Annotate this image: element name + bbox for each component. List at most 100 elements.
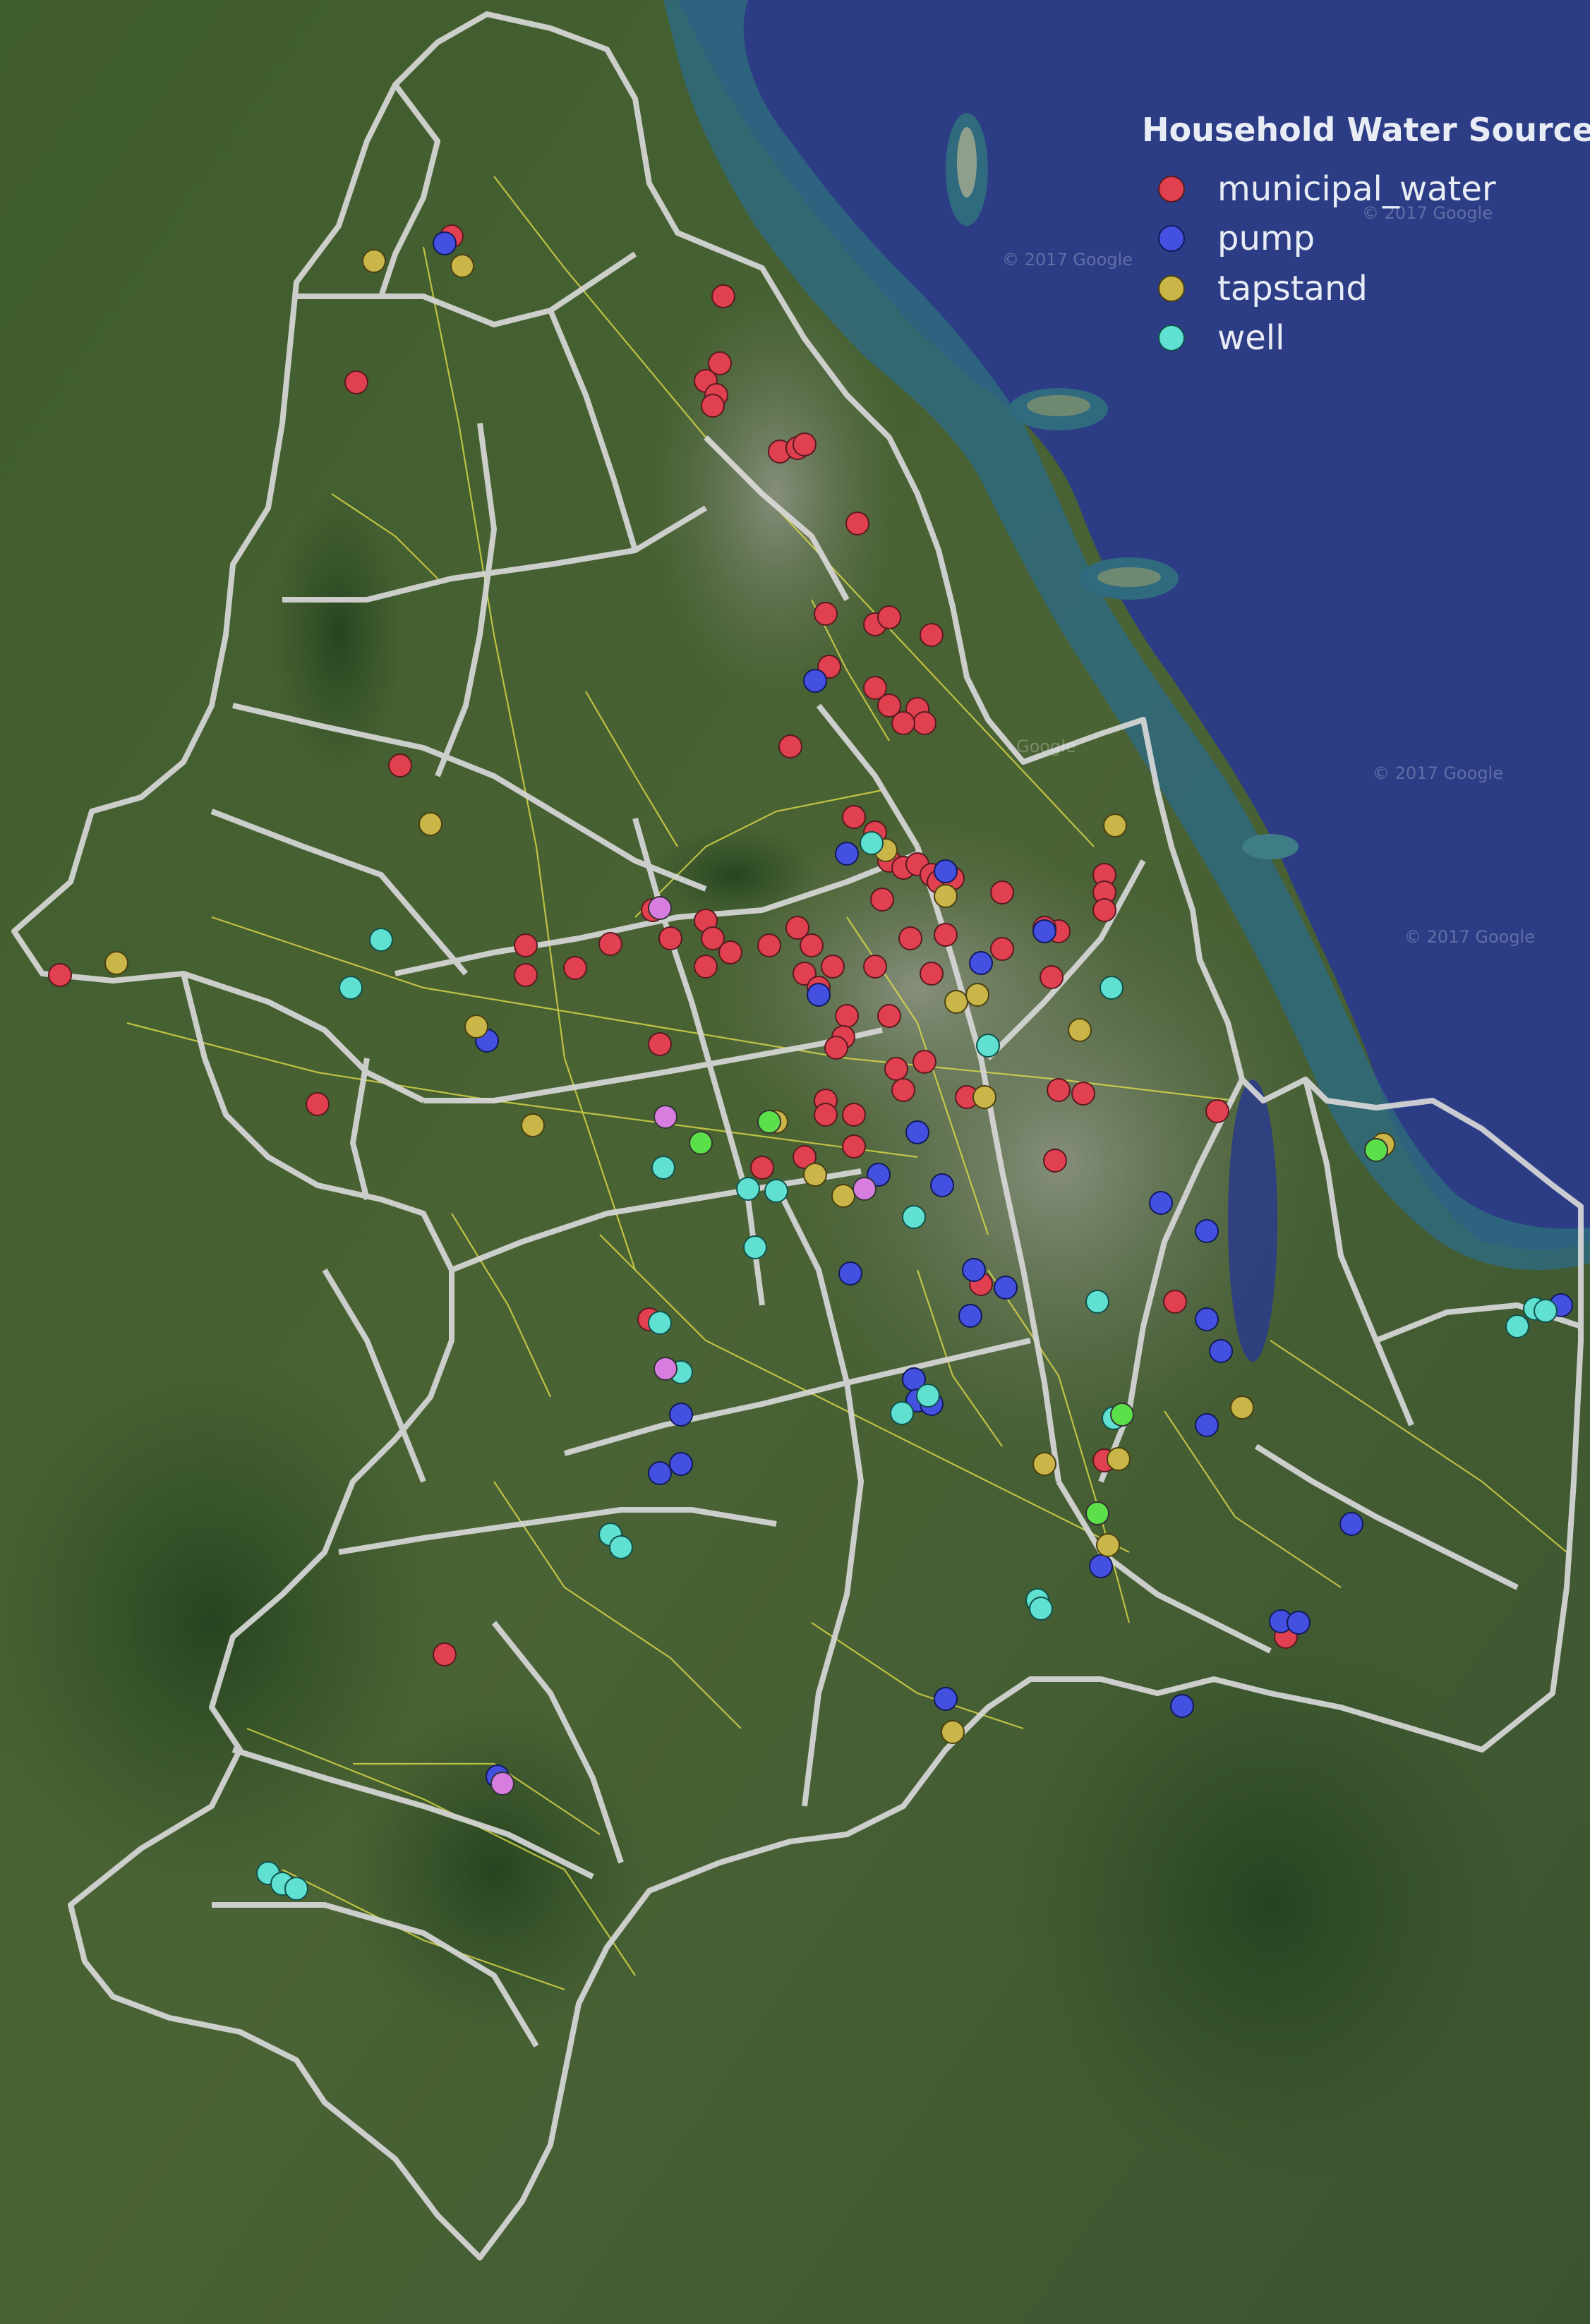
legend-label: well	[1217, 318, 1284, 358]
pump-point	[669, 1403, 693, 1427]
municipal-water-point	[920, 962, 944, 986]
tapstand-point	[464, 1015, 488, 1039]
municipal-water-point	[48, 963, 72, 987]
legend-title: Household Water Source	[1142, 111, 1590, 149]
tapstand-point	[941, 1720, 965, 1744]
forest-area	[0, 1355, 438, 1891]
well-point	[976, 1034, 1000, 1058]
island	[957, 127, 977, 198]
shallow-water	[663, 0, 1590, 1270]
municipal-water-point	[1092, 898, 1116, 922]
legend-marker	[1158, 275, 1185, 302]
municipal-water-point	[757, 933, 781, 957]
pump-point	[1170, 1694, 1194, 1718]
forest-area	[339, 1700, 649, 2039]
green-point	[757, 1110, 781, 1134]
urban-area	[649, 282, 903, 706]
municipal-water-point	[793, 1145, 817, 1169]
municipal-water-point	[1040, 965, 1064, 989]
legend-item-municipal-water[interactable]: municipal_water	[1158, 169, 1496, 209]
pump-point	[433, 231, 457, 255]
municipal-water-point	[821, 955, 845, 979]
municipal-water-point	[711, 284, 735, 308]
municipal-water-point	[1163, 1290, 1187, 1314]
river-estuary	[1228, 1079, 1277, 1362]
tapstand-point	[1230, 1396, 1254, 1420]
urban-area	[706, 818, 1129, 1157]
legend-item-pump[interactable]: pump	[1158, 219, 1315, 258]
municipal-water-point	[793, 432, 817, 456]
pump-point	[934, 859, 958, 883]
island	[1097, 567, 1161, 587]
municipal-water-point	[750, 1156, 774, 1180]
municipal-water-point	[934, 923, 958, 947]
tapstand-point	[1096, 1533, 1120, 1557]
municipal-water-point	[920, 623, 944, 647]
municipal-water-point	[913, 1050, 936, 1074]
violet-point	[654, 1357, 677, 1381]
pump-point	[669, 1452, 693, 1476]
tapstand-point	[521, 1113, 545, 1137]
well-point	[1505, 1314, 1529, 1338]
watermark: © 2017 Google	[1373, 763, 1503, 783]
pump-point	[1287, 1611, 1311, 1635]
pump-point	[994, 1276, 1018, 1300]
pump-point	[1195, 1307, 1219, 1331]
municipal-water-point	[1071, 1082, 1095, 1106]
well-point	[369, 928, 393, 952]
municipal-water-point	[863, 955, 887, 979]
tapstand-point	[1107, 1447, 1131, 1471]
watermark: Google	[1016, 737, 1076, 756]
forest-area	[649, 825, 819, 924]
municipal-water-point	[913, 711, 936, 735]
municipal-water-point	[433, 1642, 457, 1666]
well-point	[916, 1384, 940, 1408]
pump-point	[807, 983, 831, 1007]
pump-point	[962, 1258, 986, 1282]
municipal-water-point	[842, 805, 866, 829]
tapstand-point	[944, 990, 968, 1014]
pump-point	[1149, 1191, 1173, 1215]
well-point	[609, 1535, 633, 1559]
forest-area	[1016, 1623, 1524, 2187]
island	[1027, 395, 1090, 416]
municipal-water-point	[1043, 1149, 1067, 1173]
pump-point	[803, 669, 827, 693]
municipal-water-point	[835, 1004, 859, 1028]
municipal-water-point	[891, 711, 915, 735]
tapstand-point	[450, 254, 474, 278]
green-point	[689, 1131, 713, 1155]
municipal-water-point	[701, 926, 725, 950]
municipal-water-point	[842, 1103, 866, 1127]
well-point	[284, 1877, 308, 1901]
municipal-water-point	[870, 888, 894, 912]
municipal-water-point	[708, 351, 732, 375]
pump-point	[1195, 1219, 1219, 1243]
well-point	[743, 1235, 767, 1259]
municipal-water-point	[778, 734, 802, 758]
municipal-water-point	[701, 394, 725, 418]
well-point	[860, 831, 884, 855]
pump-point	[1195, 1413, 1219, 1437]
other-category-points	[490, 896, 1388, 1796]
well-point	[1085, 1290, 1109, 1314]
municipal-water-point	[1047, 1078, 1071, 1102]
municipal-water-point	[306, 1092, 330, 1116]
island	[1242, 834, 1299, 859]
tapstand-point	[831, 1184, 855, 1208]
green-point	[1085, 1501, 1109, 1525]
municipal-water-point	[388, 754, 412, 777]
watermark: © 2017 Google	[1362, 203, 1493, 223]
well-point	[764, 1179, 788, 1203]
municipal-water-point	[658, 926, 682, 950]
municipal-water-point	[800, 933, 824, 957]
municipal-water-point	[514, 963, 538, 987]
tapstand-point	[418, 812, 442, 836]
municipal-water-point	[877, 694, 901, 718]
legend-item-tapstand[interactable]: tapstand	[1158, 269, 1368, 308]
legend-label: pump	[1217, 219, 1315, 258]
municipal-water-point	[814, 1103, 838, 1127]
legend-item-well[interactable]: well	[1158, 318, 1284, 358]
legend: Household Water Source municipal_water p…	[1142, 111, 1590, 358]
